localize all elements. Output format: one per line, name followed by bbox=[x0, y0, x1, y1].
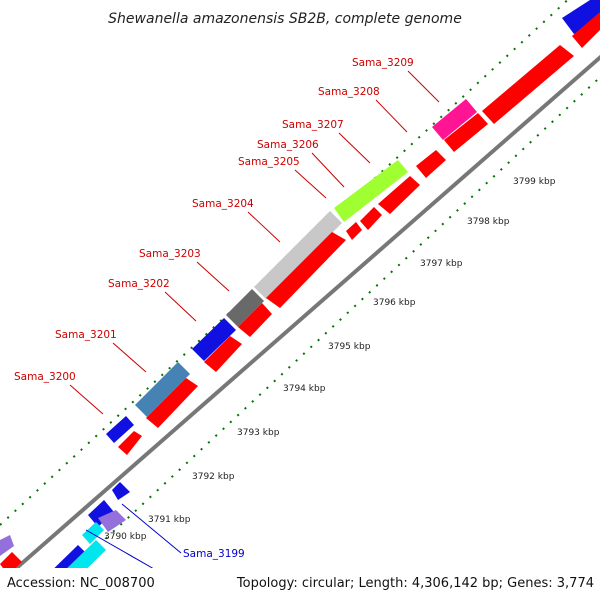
gene-forward-3[interactable] bbox=[204, 336, 242, 372]
gene-label-sama-3205: Sama_3205 bbox=[238, 156, 300, 168]
kbp-label: 3796 kbp bbox=[373, 298, 416, 308]
gene-sama-3200[interactable] bbox=[106, 416, 134, 443]
gene-sama-3198-part[interactable] bbox=[82, 522, 104, 544]
gene-forward-4[interactable] bbox=[238, 303, 272, 337]
topology-info: Topology: circular; Length: 4,306,142 bp… bbox=[236, 576, 594, 591]
genome-backbone bbox=[0, 54, 600, 586]
gene-sama-3201[interactable] bbox=[135, 362, 190, 417]
kbp-label: 3799 kbp bbox=[513, 177, 556, 187]
kbp-label: 3793 kbp bbox=[237, 428, 280, 438]
gene-forward-2[interactable] bbox=[146, 378, 198, 428]
gene-label-sama-3203: Sama_3203 bbox=[139, 248, 201, 260]
accession-text: Accession: NC_008700 bbox=[7, 576, 155, 591]
upper-gene-labels: Sama_3200 Sama_3201 Sama_3202 Sama_3203 Sama… bbox=[14, 57, 414, 383]
gene-label-sama-3200: Sama_3200 bbox=[14, 371, 76, 383]
footer-bg bbox=[0, 568, 600, 600]
gene-label-sama-3209: Sama_3209 bbox=[352, 57, 414, 69]
kbp-label: 3790 kbp bbox=[104, 532, 147, 542]
gene-sama-3202[interactable] bbox=[192, 318, 236, 361]
gene-sama-3204[interactable] bbox=[254, 211, 342, 299]
gene-sama-3205[interactable] bbox=[334, 160, 408, 222]
gene-label-sama-3201: Sama_3201 bbox=[55, 329, 117, 341]
upper-label-leaders bbox=[69, 70, 440, 415]
gene-lower-blue-3[interactable] bbox=[112, 482, 130, 500]
gene-label-sama-3199: Sama_3199 bbox=[183, 548, 245, 560]
lower-label-leaders bbox=[85, 503, 182, 574]
kbp-label: 3791 kbp bbox=[148, 515, 191, 525]
kbp-label: 3792 kbp bbox=[192, 472, 235, 482]
upper-tick-line bbox=[0, 0, 570, 526]
gene-forward-top[interactable] bbox=[572, 12, 600, 48]
gene-sama-3199[interactable] bbox=[98, 510, 126, 532]
gene-forward-8[interactable] bbox=[378, 176, 420, 214]
kbp-label: 3794 kbp bbox=[283, 384, 326, 394]
gene-forward-6[interactable] bbox=[346, 222, 362, 240]
gene-sama-3206[interactable] bbox=[416, 150, 446, 178]
gene-lower-blue-2[interactable] bbox=[88, 500, 114, 527]
gene-label-sama-3204: Sama_3204 bbox=[192, 198, 254, 210]
kbp-label: 3795 kbp bbox=[328, 342, 371, 352]
gene-left-edge[interactable] bbox=[0, 535, 14, 556]
gene-forward-5[interactable] bbox=[266, 232, 346, 308]
gene-forward-7[interactable] bbox=[360, 207, 382, 230]
kbp-label: 3797 kbp bbox=[420, 259, 463, 269]
gene-label-sama-3208: Sama_3208 bbox=[318, 86, 380, 98]
gene-sama-3209[interactable] bbox=[432, 99, 477, 140]
forward-strand-genes bbox=[0, 12, 600, 575]
lower-tick-line bbox=[39, 75, 600, 600]
genome-title: Shewanella amazonensis SB2B, complete ge… bbox=[108, 11, 462, 27]
gene-sama-3207[interactable] bbox=[444, 113, 488, 152]
gene-label-sama-3202: Sama_3202 bbox=[108, 278, 170, 290]
gene-forward-1[interactable] bbox=[118, 431, 142, 455]
gene-label-sama-3206: Sama_3206 bbox=[257, 139, 319, 151]
gene-sama-3203[interactable] bbox=[226, 289, 264, 327]
gene-label-sama-3207: Sama_3207 bbox=[282, 119, 344, 131]
gene-sama-3208[interactable] bbox=[482, 45, 574, 124]
kbp-label: 3798 kbp bbox=[467, 217, 510, 227]
